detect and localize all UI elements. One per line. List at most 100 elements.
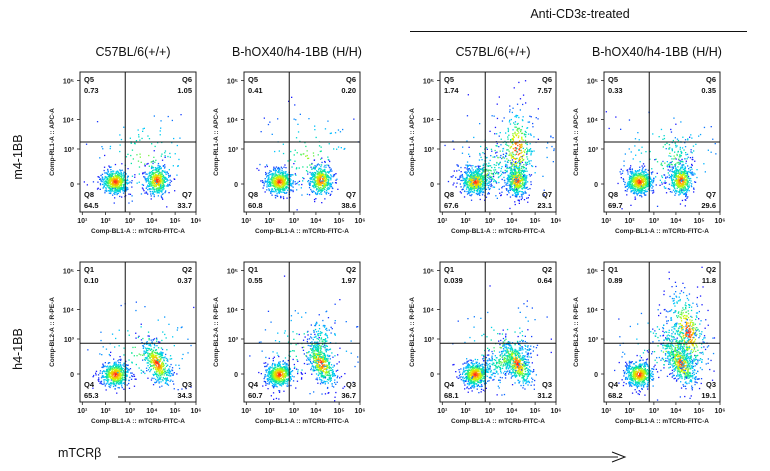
event-dot xyxy=(639,195,641,197)
event-dot xyxy=(163,188,165,190)
event-dot xyxy=(277,188,279,190)
event-dot xyxy=(317,180,319,182)
y-axis-label: Comp-RL1-A :: APC-A xyxy=(49,108,56,176)
event-dot xyxy=(157,173,160,175)
event-dot xyxy=(160,155,162,157)
event-dot xyxy=(291,174,293,176)
event-dot xyxy=(280,182,282,184)
event-dot xyxy=(515,180,517,183)
event-dot xyxy=(647,188,649,190)
event-dot xyxy=(637,185,639,187)
event-dot xyxy=(652,192,654,194)
event-dot xyxy=(122,190,124,192)
event-dot xyxy=(318,182,320,184)
event-dot xyxy=(110,166,112,168)
event-dot xyxy=(110,173,112,175)
event-dot xyxy=(685,183,687,185)
event-dot xyxy=(696,169,698,171)
event-dot xyxy=(512,173,514,175)
event-dot xyxy=(687,156,689,158)
event-dot xyxy=(543,194,545,196)
event-dot xyxy=(276,181,279,183)
event-dot xyxy=(313,155,315,157)
event-dot xyxy=(675,123,677,125)
event-dot xyxy=(669,162,671,164)
event-dot xyxy=(651,179,653,181)
event-dot xyxy=(465,179,467,181)
event-dot xyxy=(515,175,517,177)
event-dot xyxy=(495,181,497,183)
event-dot xyxy=(121,175,123,177)
event-dot xyxy=(467,186,469,188)
event-dot xyxy=(122,187,124,189)
event-dot xyxy=(682,189,684,191)
event-dot xyxy=(639,174,641,176)
event-dot xyxy=(101,146,103,148)
event-dot xyxy=(296,209,298,211)
event-dot xyxy=(498,96,500,98)
event-dot xyxy=(496,142,498,145)
event-dot xyxy=(671,180,673,182)
event-dot xyxy=(525,134,527,136)
event-dot xyxy=(158,174,160,177)
event-dot xyxy=(152,162,154,165)
event-dot xyxy=(135,140,138,142)
event-dot xyxy=(107,182,110,184)
event-dot xyxy=(460,171,462,173)
event-dot xyxy=(502,148,504,150)
event-dot xyxy=(525,187,527,189)
event-dot xyxy=(276,178,278,180)
event-dot xyxy=(469,169,471,171)
event-dot xyxy=(514,168,516,170)
event-dot xyxy=(272,183,274,185)
event-dot xyxy=(516,173,518,175)
event-dot xyxy=(477,173,479,175)
event-dot xyxy=(680,166,682,168)
event-dot xyxy=(144,164,146,167)
event-dot xyxy=(649,158,651,160)
event-dot xyxy=(515,151,518,153)
event-dot xyxy=(686,153,689,155)
event-dot xyxy=(644,181,647,184)
event-dot xyxy=(306,193,309,195)
event-dot xyxy=(480,172,483,175)
event-dot xyxy=(464,171,466,173)
event-dot xyxy=(277,185,279,187)
event-dot xyxy=(120,180,122,182)
event-dot xyxy=(486,156,488,159)
event-dot xyxy=(477,185,479,187)
event-dot xyxy=(687,174,689,176)
event-dot xyxy=(147,162,149,165)
event-dot xyxy=(122,177,125,179)
event-dot xyxy=(273,177,276,179)
event-dot xyxy=(316,180,318,182)
event-dot xyxy=(152,173,155,175)
event-dot xyxy=(261,181,264,184)
event-dot xyxy=(501,186,504,188)
event-dot xyxy=(155,178,158,180)
event-dot xyxy=(495,172,498,174)
event-dot xyxy=(319,164,321,166)
event-dot xyxy=(623,160,625,162)
event-dot xyxy=(666,165,668,167)
event-dot xyxy=(490,148,493,150)
event-dot xyxy=(317,172,319,175)
event-dot xyxy=(267,174,269,176)
event-dot xyxy=(110,177,113,179)
event-dot xyxy=(457,178,459,180)
event-dot xyxy=(474,187,476,189)
event-dot xyxy=(473,177,476,179)
event-dot xyxy=(661,176,664,179)
event-dot xyxy=(470,178,472,180)
event-dot xyxy=(326,184,329,186)
event-dot xyxy=(103,166,106,168)
event-dot xyxy=(314,129,316,131)
event-dot xyxy=(491,179,493,181)
event-dot xyxy=(285,176,287,178)
event-dot xyxy=(521,188,524,190)
event-dot xyxy=(672,189,675,191)
event-dot xyxy=(119,191,121,193)
event-dot xyxy=(513,178,515,181)
event-dot xyxy=(323,169,326,172)
event-dot xyxy=(508,178,510,180)
